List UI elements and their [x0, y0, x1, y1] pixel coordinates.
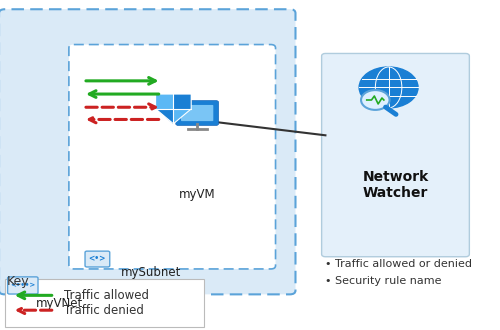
Text: Network
Watcher: Network Watcher	[362, 170, 429, 200]
Bar	[5, 279, 204, 327]
FancyBboxPatch shape	[85, 251, 110, 267]
FancyBboxPatch shape	[176, 101, 218, 125]
Polygon shape	[174, 109, 191, 124]
Text: <•••>: <•••>	[10, 282, 36, 288]
FancyBboxPatch shape	[181, 105, 214, 121]
Polygon shape	[156, 109, 174, 124]
Circle shape	[359, 67, 418, 108]
Polygon shape	[174, 94, 191, 109]
Text: • Security rule name: • Security rule name	[326, 276, 442, 285]
Text: Traffic allowed: Traffic allowed	[64, 289, 149, 302]
FancyBboxPatch shape	[8, 277, 38, 294]
Text: myVM: myVM	[179, 188, 216, 201]
FancyBboxPatch shape	[322, 53, 470, 257]
FancyBboxPatch shape	[69, 45, 276, 269]
Text: Traffic denied: Traffic denied	[64, 304, 144, 317]
Text: myVNet: myVNet	[36, 297, 83, 310]
Text: <•>: <•>	[88, 254, 106, 264]
Circle shape	[361, 90, 390, 110]
Text: mySubnet: mySubnet	[121, 266, 182, 279]
Text: Key: Key	[7, 275, 30, 287]
Polygon shape	[156, 94, 174, 109]
FancyBboxPatch shape	[0, 9, 296, 294]
Text: • Traffic allowed or denied: • Traffic allowed or denied	[326, 259, 472, 269]
